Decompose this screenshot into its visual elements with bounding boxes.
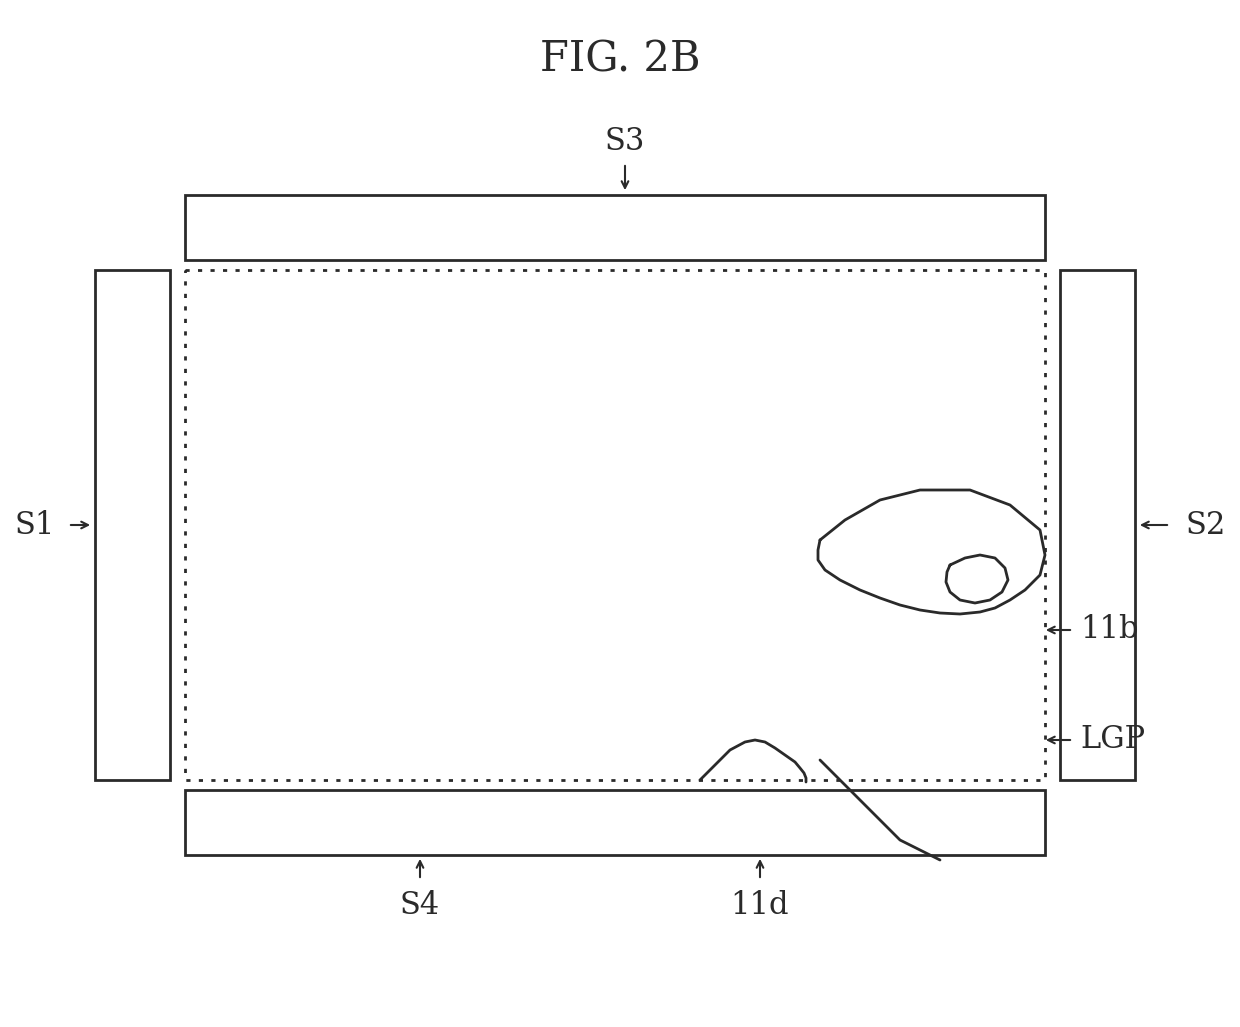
Bar: [185, 270, 1045, 779]
Text: S4: S4: [401, 890, 440, 921]
Text: LGP: LGP: [1080, 724, 1145, 756]
Text: S3: S3: [605, 126, 645, 157]
Text: FIG. 2B: FIG. 2B: [539, 39, 701, 81]
Bar: [185, 790, 1045, 855]
Text: S1: S1: [15, 509, 55, 540]
Text: 11b: 11b: [1080, 614, 1138, 646]
Bar: [95, 270, 170, 779]
Text: 11d: 11d: [730, 890, 789, 921]
Bar: [1060, 270, 1135, 779]
Bar: [185, 195, 1045, 260]
Text: S2: S2: [1185, 509, 1225, 540]
